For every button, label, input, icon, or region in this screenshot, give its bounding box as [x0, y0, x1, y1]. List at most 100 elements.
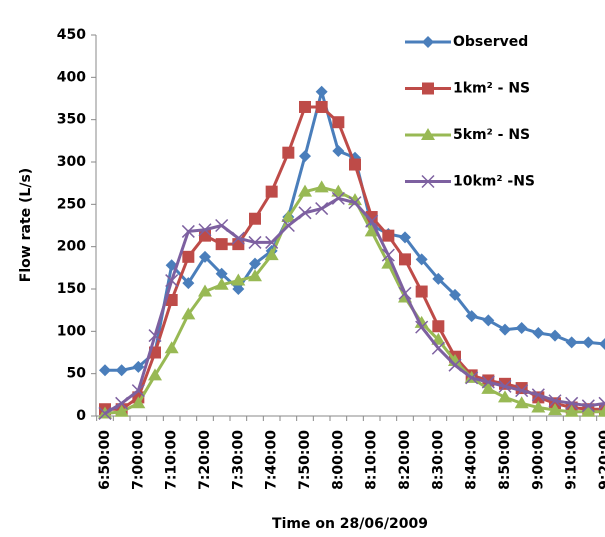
data-point: [315, 100, 328, 113]
data-point: [115, 396, 129, 410]
data-point: [215, 218, 229, 233]
legend-label: Observed: [453, 34, 528, 50]
x-tick-label: 9:20:00: [597, 430, 605, 490]
data-point: [514, 396, 529, 409]
data-point: [431, 341, 445, 355]
y-tick-label: 150: [57, 281, 86, 297]
data-point: [549, 329, 561, 342]
x-tick-label: 8:40:00: [464, 430, 480, 490]
y-tick-label: 100: [57, 323, 86, 339]
x-tick-label: 8:50:00: [497, 430, 513, 490]
data-point: [165, 294, 178, 307]
data-point: [231, 231, 245, 245]
data-point: [298, 184, 312, 197]
data-point: [482, 314, 495, 327]
data-point: [599, 403, 605, 416]
data-point: [365, 214, 379, 228]
x-tick-label: 7:30:00: [230, 430, 246, 490]
x-tick-label: 6:50:00: [97, 430, 113, 490]
series-line: [104, 196, 605, 415]
data-point: [265, 235, 279, 249]
data-point: [415, 285, 428, 298]
legend-marker: [422, 36, 434, 48]
data-point: [198, 284, 212, 297]
y-tick-label: 50: [67, 366, 87, 382]
data-point: [248, 269, 262, 282]
data-point: [582, 336, 595, 349]
data-point: [249, 257, 261, 270]
data-point: [215, 267, 228, 280]
data-point: [215, 238, 228, 251]
data-point: [265, 185, 278, 198]
legend-label: 1km² - NS: [453, 81, 530, 97]
data-point: [281, 218, 295, 233]
data-point: [131, 396, 146, 409]
x-axis-title: Time on 28/06/2009: [272, 516, 428, 532]
data-point: [214, 277, 229, 290]
data-point: [231, 273, 246, 286]
data-point: [515, 384, 529, 398]
data-point: [114, 404, 129, 417]
data-point: [432, 320, 445, 333]
data-point: [299, 100, 311, 113]
data-point: [99, 364, 111, 377]
data-point: [131, 384, 145, 398]
data-point: [465, 371, 479, 385]
x-tick-label: 8:20:00: [397, 430, 413, 490]
data-point: [515, 321, 528, 334]
data-point: [481, 375, 495, 389]
data-point: [298, 206, 312, 220]
y-tick-label: 300: [57, 154, 86, 170]
data-point: [414, 315, 429, 328]
x-tick-label: 7:20:00: [197, 430, 213, 490]
data-point: [132, 360, 145, 373]
data-point: [332, 144, 345, 157]
data-point: [181, 224, 195, 238]
data-point: [448, 358, 462, 372]
data-point: [315, 202, 329, 216]
data-point: [382, 229, 395, 242]
y-tick-label: 250: [57, 196, 86, 212]
data-point: [248, 235, 262, 249]
x-tick-label: 8:30:00: [430, 430, 446, 490]
data-point: [164, 341, 179, 354]
legend-label: 10km² -NS: [453, 174, 535, 190]
data-point: [565, 336, 578, 349]
data-point: [332, 116, 345, 129]
data-point: [581, 399, 595, 413]
data-point: [449, 288, 461, 301]
y-tick-label: 200: [57, 239, 86, 255]
data-point: [181, 307, 196, 320]
data-point: [398, 286, 412, 300]
x-tick-label: 7:40:00: [264, 430, 280, 490]
data-point: [281, 210, 296, 223]
x-tick-label: 7:00:00: [130, 430, 146, 490]
data-point: [299, 150, 311, 163]
data-point: [498, 379, 512, 393]
data-point: [165, 274, 179, 288]
x-tick-label: 9:00:00: [530, 430, 546, 490]
data-point: [364, 224, 379, 237]
data-point: [232, 283, 245, 295]
x-tick-label: 7:50:00: [297, 430, 313, 490]
data-point: [315, 85, 328, 98]
legend-label: 5km² - NS: [453, 127, 530, 143]
data-point: [415, 320, 429, 334]
data-point: [599, 338, 605, 351]
data-point: [598, 404, 605, 417]
y-tick-label: 0: [76, 408, 86, 424]
data-point: [198, 223, 212, 237]
data-point: [282, 146, 295, 159]
y-tick-label: 350: [57, 112, 86, 128]
data-point: [249, 212, 261, 225]
data-point: [349, 158, 361, 171]
y-tick-label: 400: [57, 69, 86, 85]
y-tick-label: 450: [57, 27, 86, 43]
data-point: [148, 329, 162, 343]
data-point: [182, 277, 195, 290]
series-line: [104, 185, 605, 415]
data-point: [98, 406, 112, 420]
data-point: [415, 253, 428, 266]
legend-marker: [421, 128, 435, 140]
